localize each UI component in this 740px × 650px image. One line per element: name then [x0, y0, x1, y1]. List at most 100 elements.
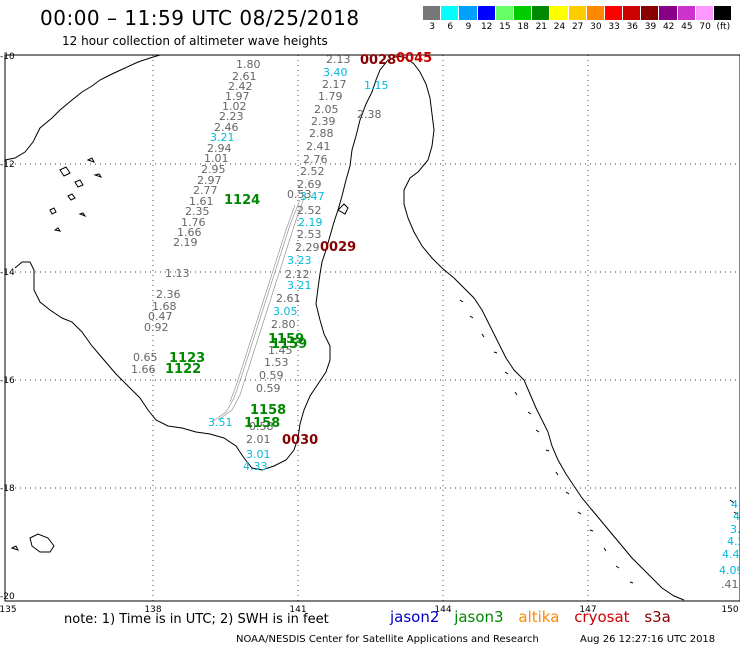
swh-value: 2.05	[314, 103, 339, 116]
colorbar-swatch	[477, 6, 496, 20]
map-title: 00:00 – 11:59 UTC 08/25/2018	[40, 6, 360, 30]
colorbar-label: (ft)	[716, 22, 731, 32]
colorbar-swatch	[695, 6, 714, 20]
swh-value: 2.17	[322, 78, 347, 91]
swh-value: 0.92	[144, 321, 169, 334]
pass-label: 0028	[360, 53, 396, 68]
lat-label: -14	[0, 268, 15, 278]
track-west: 1.80 2.61 2.42 1.97 1.02 2.23 2.46 2.94 …	[173, 58, 261, 249]
legend-s3a: s3a	[644, 608, 671, 626]
swh-value: 2.29	[295, 241, 320, 254]
swh-value: 1.66	[131, 363, 156, 376]
pass-label: 0030	[282, 433, 318, 448]
right-edge-gray: .41	[721, 578, 739, 591]
generation-timestamp: Aug 26 12:27:16 UTC 2018	[580, 634, 716, 645]
swh-value: 1.02	[222, 100, 247, 113]
colorbar-label: 3	[429, 22, 435, 32]
colorbar-label: 36	[626, 22, 639, 32]
legend-altika: altika	[518, 608, 560, 626]
swh-value: 2.52	[297, 204, 322, 217]
pass-labels: 0028 0045 1124 0029 1123 1122 1159 1159 …	[165, 51, 432, 448]
swh-value: 0.59	[259, 369, 284, 382]
pass-label: 1123	[169, 351, 205, 366]
swh-value: 2.01	[246, 433, 271, 446]
pass-label: 1124	[224, 193, 260, 208]
swh-value: 2.19	[173, 236, 198, 249]
colorbar-swatch	[677, 6, 696, 20]
swh-value: 3.51	[208, 416, 233, 429]
lon-label: 135	[0, 605, 17, 615]
lon-label: 138	[144, 605, 161, 615]
pass-label: 0045	[396, 51, 432, 66]
swh-value: 1.01	[204, 152, 229, 165]
track-east-top: 2.13 2.17 1.79 2.05 2.39 2.88 2.41 2.76 …	[297, 53, 351, 191]
swh-value: 0.58	[249, 420, 274, 433]
isolated-values: 1.13 2.36 1.68 0.47 0.92 0.65 1.66	[131, 267, 190, 376]
lon-label: 141	[289, 605, 306, 615]
track-west-cyan: 3.21	[210, 131, 235, 144]
swh-value: 2.39	[311, 115, 336, 128]
swh-value: 1.80	[236, 58, 261, 71]
coral-sea-islets	[729, 499, 738, 515]
lon-label: 144	[434, 605, 451, 615]
swh-value: 1.61	[189, 195, 214, 208]
swh-value: 2.53	[297, 228, 322, 241]
colorbar-swatch	[550, 6, 569, 20]
swh-value: 2.76	[303, 153, 328, 166]
lon-label: 150	[721, 605, 738, 615]
lat-label: -10	[0, 52, 15, 62]
colorbar-swatch	[623, 6, 642, 20]
colorbar-label: 39	[644, 22, 657, 32]
barrier-reef	[459, 299, 634, 584]
swh-value: 1.97	[225, 90, 250, 103]
torres-islands	[49, 157, 103, 232]
legend-jason2: jason2	[390, 608, 440, 626]
swh-value: 2.42	[228, 80, 253, 93]
swh-value: 2.69	[297, 178, 322, 191]
credit-line: NOAA/NESDIS Center for Satellite Applica…	[236, 634, 539, 645]
track-center-dense	[211, 194, 306, 423]
swh-value: 2.95	[201, 163, 226, 176]
swh-value: 1.76	[181, 216, 206, 229]
track-center-cyan: 3.47 2.19 3.23 3.21 3.05 3.01 4.33 3.51	[208, 190, 325, 473]
swh-value: 3.21	[210, 131, 235, 144]
colorbar-swatch	[513, 6, 533, 20]
colorbar-swatch	[586, 6, 605, 20]
colorbar-swatch	[568, 6, 587, 20]
swh-value: 2.77	[193, 184, 218, 197]
right-edge-values: 4 4 3. 4.2 4.4 4.09	[719, 498, 740, 577]
pass-label: 1122	[165, 362, 201, 377]
colorbar-label: 18	[517, 22, 529, 32]
swh-value: 0.47	[148, 310, 173, 323]
colorbar-label: 12	[480, 22, 493, 32]
footnote: note: 1) Time is in UTC; 2) SWH is in fe…	[64, 612, 329, 627]
swh-value: 3.01	[246, 448, 271, 461]
coastline	[4, 54, 738, 601]
small-island-sw	[29, 533, 55, 553]
track-east-right: 2.38	[357, 108, 382, 121]
longitude-labels: 135 138 141 144 147 150	[0, 605, 739, 615]
pass-label: 1158	[250, 403, 286, 418]
swh-value: .41	[721, 578, 739, 591]
swh-value: 2.41	[306, 140, 331, 153]
swh-value: 0.65	[133, 351, 158, 364]
pass-label: 1158	[244, 416, 280, 431]
swh-value: 2.46	[214, 121, 239, 134]
swh-value: 3.	[730, 523, 740, 536]
colorbar-swatch	[604, 6, 624, 20]
swh-value: 1.13	[165, 267, 190, 280]
lat-label: -12	[0, 160, 15, 170]
swh-value: 1.53	[264, 356, 289, 369]
swh-value: 3.05	[273, 305, 298, 318]
satellite-legend: jason2 jason3 altika cryosat s3a	[390, 608, 681, 626]
swh-value: 1.66	[177, 226, 202, 239]
pass-label: 1159	[268, 332, 304, 347]
colorbar-swatch	[441, 6, 460, 20]
map-frame	[4, 54, 740, 602]
swh-value: 2.38	[357, 108, 382, 121]
swh-value: 4.09	[719, 564, 740, 577]
swh-value: 4	[731, 498, 738, 511]
swh-value: 2.12	[285, 268, 310, 281]
colorbar-label: 24	[553, 22, 566, 32]
